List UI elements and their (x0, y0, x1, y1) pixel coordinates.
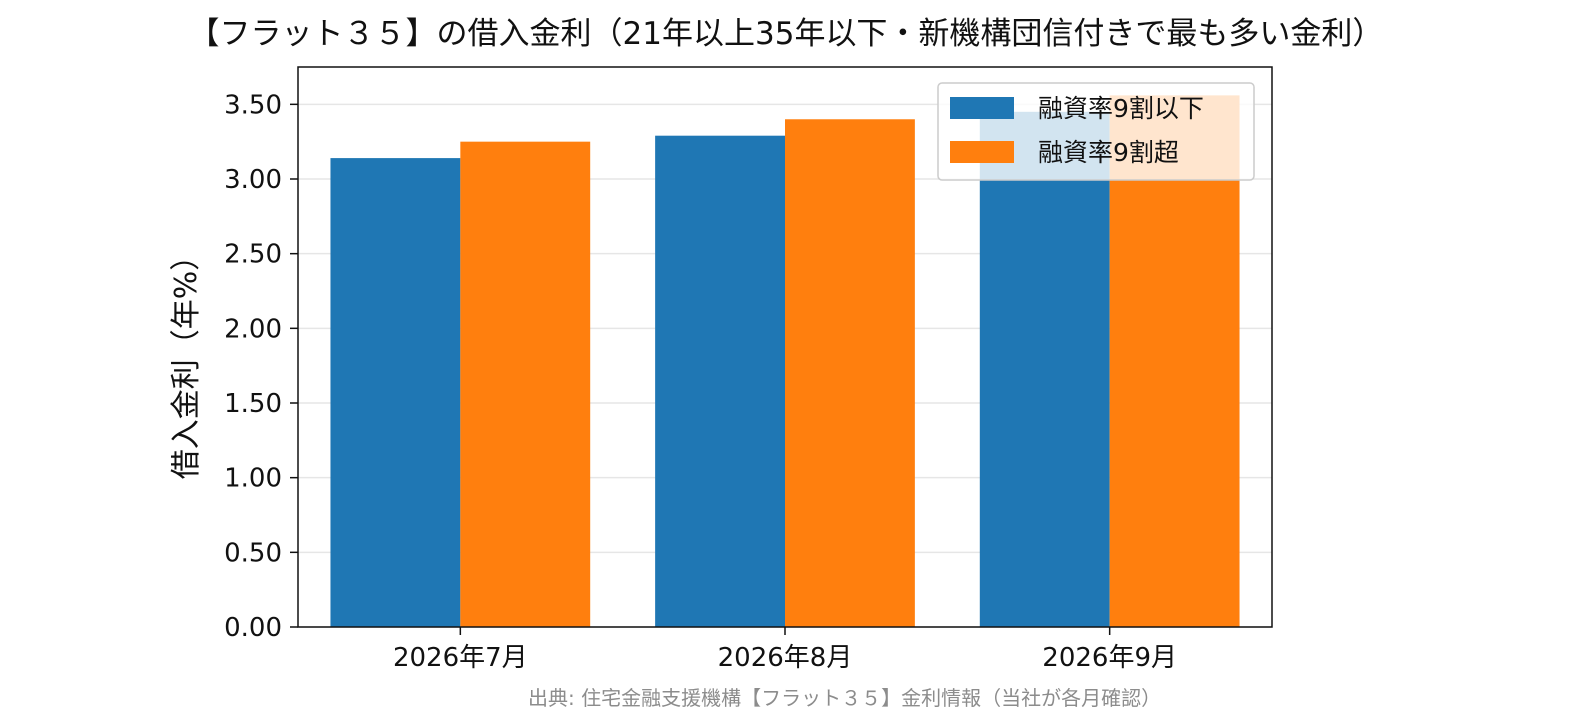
x-tick-label: 2026年7月 (393, 643, 528, 673)
legend-swatch (950, 141, 1014, 163)
y-tick-label: 1.00 (224, 464, 282, 494)
y-tick-label: 2.50 (224, 240, 282, 270)
legend-label: 融資率9割以下 (1038, 94, 1204, 123)
y-tick-label: 2.00 (224, 314, 282, 344)
y-tick-label: 0.00 (224, 613, 282, 643)
y-tick-label: 1.50 (224, 389, 282, 419)
plot-frame (297, 66, 1273, 628)
bar-1-2 (655, 135, 785, 627)
y-tick-label: 3.50 (224, 90, 282, 120)
bar-2-2 (785, 119, 915, 628)
y-tick-label: 3.00 (224, 165, 282, 195)
bars (330, 95, 1240, 628)
axes: 0.00 0.50 1.00 1.50 2.00 2.50 3.00 3.50 2026年7月 2… (224, 66, 1273, 673)
chart-title: 【フラット３５】の借入金利（21年以上35年以下・新機構団信付きで最も多い金利） (188, 16, 1384, 52)
bar-2-1 (460, 141, 591, 627)
legend-label: 融資率9割超 (1038, 138, 1179, 167)
y-tick-label: 0.50 (224, 538, 282, 568)
legend-swatch (950, 97, 1014, 119)
source-note: 出典: 住宅金融支援機構【フラット３５】金利情報（当社が各月確認） (528, 686, 1162, 710)
bar-1-3 (979, 111, 1110, 628)
y-axis-title: 借入金利（年%） (169, 241, 204, 480)
bar-2-3 (1109, 95, 1240, 627)
legend-box (937, 82, 1255, 181)
x-tick-label: 2026年8月 (718, 643, 853, 673)
x-tick-label: 2026年9月 (1042, 643, 1177, 673)
bar-1-1 (330, 158, 461, 628)
